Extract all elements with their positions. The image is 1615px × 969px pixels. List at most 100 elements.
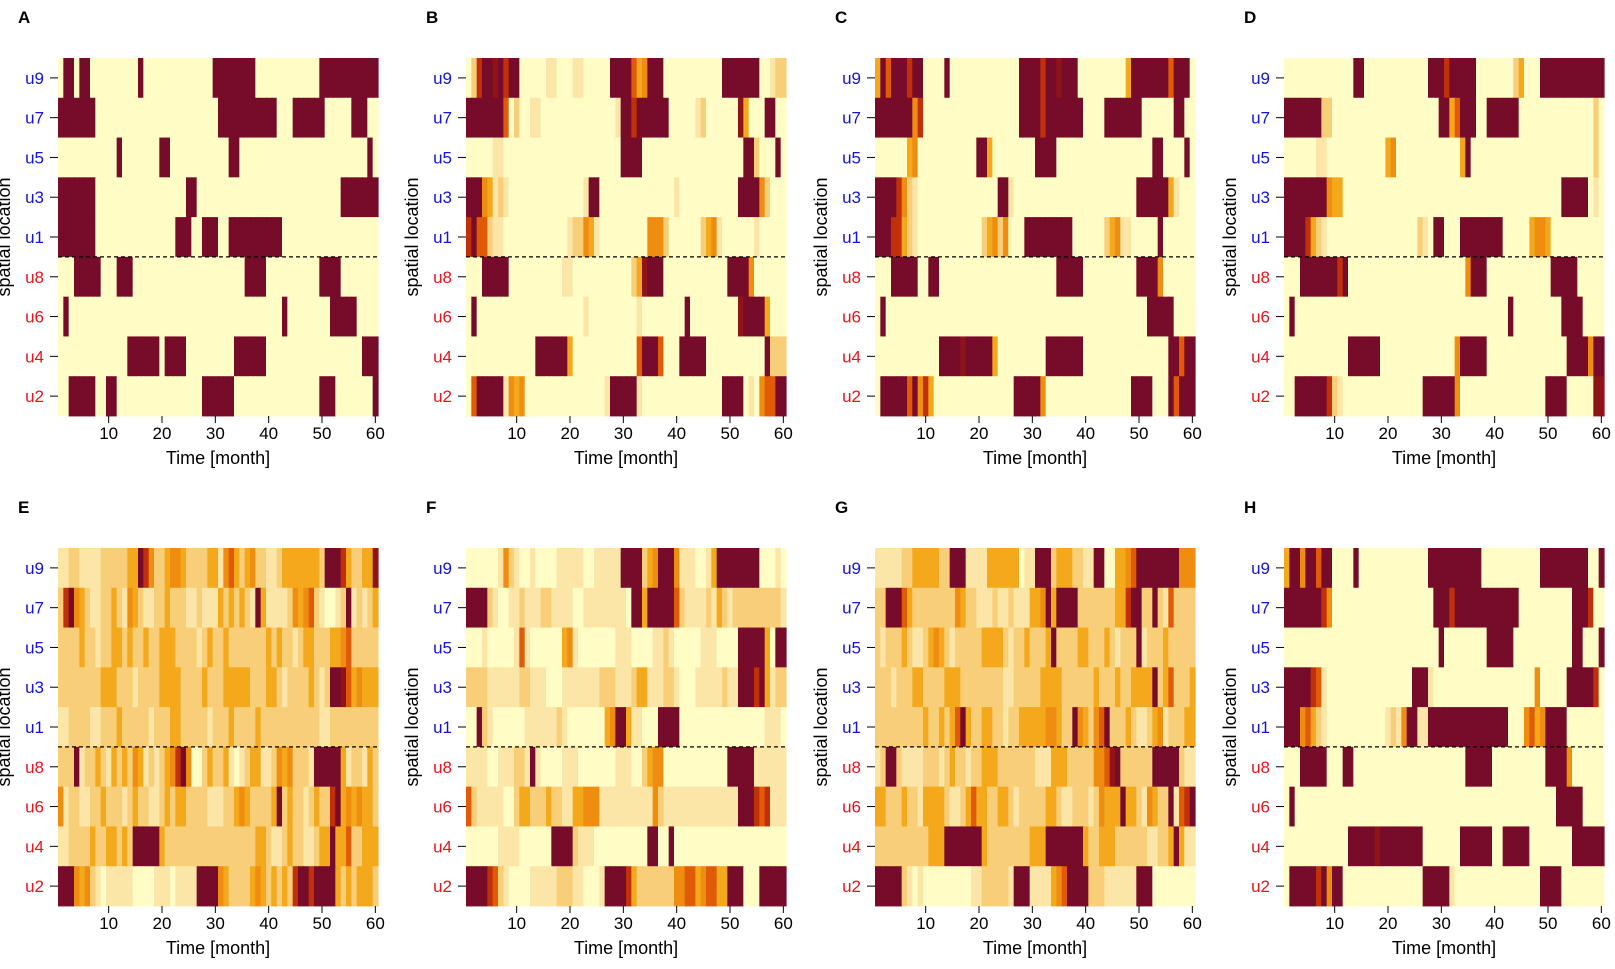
heatmap-cell (1513, 58, 1520, 99)
heatmap-cell (668, 786, 675, 827)
heatmap-cell (1067, 826, 1073, 867)
heatmap-cell (482, 137, 488, 178)
heatmap-cell (466, 707, 472, 748)
heatmap-cell (759, 587, 766, 628)
heatmap-cell (1550, 627, 1557, 668)
heatmap-cell (620, 376, 627, 417)
heatmap-cell (928, 296, 935, 337)
heatmap-cell (298, 376, 304, 417)
heatmap-cell (196, 667, 203, 708)
heatmap-cell (775, 587, 782, 628)
heatmap-cell (116, 866, 123, 907)
heatmap-cell (330, 137, 336, 178)
heatmap-cell (1545, 627, 1552, 668)
heatmap-cell (508, 376, 515, 417)
heatmap-cell (562, 707, 568, 748)
heatmap-cell (626, 667, 632, 708)
heatmap-cell (604, 707, 611, 748)
heatmap-cell (604, 296, 611, 337)
heatmap-cell (1294, 256, 1301, 298)
heatmap-cell (578, 587, 584, 628)
heatmap-cell (191, 746, 198, 788)
heatmap-cell (1369, 376, 1376, 417)
heatmap-cell (250, 256, 256, 298)
heatmap-cell (1305, 137, 1312, 178)
heatmap-cell (1577, 587, 1584, 628)
heatmap-cell (314, 217, 320, 258)
heatmap-cell (1529, 137, 1536, 178)
heatmap-cell (1470, 548, 1477, 589)
heatmap-cell (567, 866, 574, 907)
heatmap-cell (759, 746, 766, 788)
y-axis-label: spatial location (402, 177, 422, 296)
heatmap-cell (1433, 707, 1440, 748)
heatmap-cell (674, 336, 680, 377)
heatmap-cell (1358, 97, 1365, 138)
heatmap-cell (1513, 707, 1520, 748)
heatmap-cell (476, 376, 483, 417)
heatmap-cell (1561, 667, 1568, 708)
heatmap-cell (260, 826, 267, 867)
heatmap-cell (1508, 826, 1514, 867)
heatmap-cell (642, 667, 648, 708)
heatmap-cell (1125, 58, 1132, 99)
heatmap-cell (535, 826, 542, 867)
heatmap-cell (976, 746, 983, 788)
heatmap-cell (875, 217, 881, 258)
heatmap-cell (949, 177, 956, 218)
heatmap-cell (1374, 627, 1381, 668)
heatmap-cell (1179, 97, 1185, 138)
heatmap-cell (212, 217, 219, 258)
heatmap-cell (287, 376, 294, 417)
heatmap-cell (90, 296, 96, 337)
heatmap-cell (186, 627, 192, 668)
y-tick-label: u9 (433, 559, 452, 578)
heatmap-cell (106, 97, 112, 138)
heatmap-cell (1003, 296, 1009, 337)
heatmap-cell (255, 667, 262, 708)
heatmap-cell (1067, 866, 1073, 907)
heatmap-cell (901, 627, 908, 668)
y-tick-label: u6 (842, 798, 861, 817)
x-axis-label: Time [month] (574, 938, 678, 958)
heatmap-cell (1534, 786, 1541, 827)
heatmap-cell (1412, 786, 1418, 827)
heatmap-cell (933, 707, 940, 748)
heatmap-cell (492, 548, 499, 589)
heatmap-cell (631, 376, 638, 417)
heatmap-cell (626, 137, 632, 178)
heatmap-cell (684, 217, 691, 258)
heatmap-cell (524, 866, 531, 907)
heatmap-cell (642, 296, 648, 337)
heatmap-cell (324, 217, 331, 258)
heatmap-cell (276, 376, 283, 417)
heatmap-cell (588, 256, 595, 298)
y-axis-label: spatial location (0, 177, 14, 296)
heatmap-cell (535, 256, 542, 298)
heatmap-cell (143, 177, 150, 218)
heatmap-cell (1326, 177, 1333, 218)
heatmap-cell (1316, 336, 1322, 377)
heatmap-cell (1072, 746, 1079, 788)
heatmap-cell (1093, 786, 1100, 827)
heatmap-cell (191, 707, 198, 748)
heatmap-cell (1157, 256, 1164, 298)
heatmap-cell (244, 58, 251, 99)
heatmap-cell (1157, 336, 1164, 377)
heatmap-cell (1444, 177, 1450, 218)
heatmap-cell (1152, 627, 1159, 668)
heatmap-cell (207, 826, 214, 867)
heatmap-cell (1454, 177, 1461, 218)
heatmap-cell (154, 866, 160, 907)
heatmap-cell (266, 336, 272, 377)
heatmap-cell (594, 177, 600, 218)
heatmap-cell (1168, 137, 1175, 178)
x-tick-label: 30 (206, 424, 225, 443)
heatmap-cell (170, 58, 176, 99)
y-tick-label: u2 (842, 387, 861, 406)
heatmap-cell (1013, 826, 1020, 867)
heatmap-cell (239, 826, 246, 867)
heatmap-cell (1508, 177, 1514, 218)
heatmap-cell (668, 217, 675, 258)
heatmap-cell (711, 336, 718, 377)
